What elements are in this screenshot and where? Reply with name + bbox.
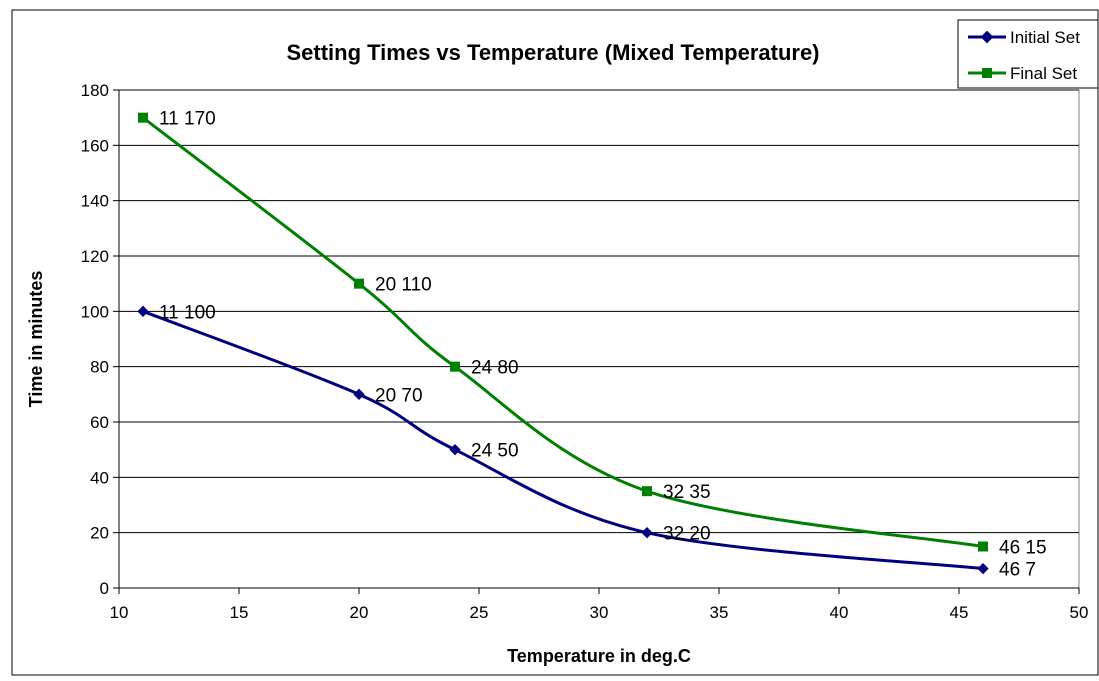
y-tick-label-120: 120 bbox=[81, 247, 109, 266]
point-initial-set-1 bbox=[353, 388, 365, 400]
x-tick-label-30: 30 bbox=[590, 603, 609, 622]
data-label-initial-set-3: 32 20 bbox=[663, 524, 711, 545]
legend-label-initial-set: Initial Set bbox=[1010, 28, 1080, 47]
y-tick-label-80: 80 bbox=[90, 358, 109, 377]
x-axis-title: Temperature in deg.C bbox=[507, 646, 691, 666]
y-tick-label-180: 180 bbox=[81, 81, 109, 100]
x-tick-label-15: 15 bbox=[230, 603, 249, 622]
x-tick-label-25: 25 bbox=[470, 603, 489, 622]
data-label-initial-set-2: 24 50 bbox=[471, 441, 519, 462]
x-tick-label-50: 50 bbox=[1070, 603, 1089, 622]
data-label-final-set-4: 46 15 bbox=[999, 538, 1047, 559]
legend-marker-final-set bbox=[982, 68, 992, 78]
series-line-final-set bbox=[142, 116, 984, 548]
point-initial-set-3 bbox=[641, 527, 653, 539]
chart-title: Setting Times vs Temperature (Mixed Temp… bbox=[286, 40, 819, 65]
point-initial-set-2 bbox=[449, 444, 461, 456]
x-tick-label-40: 40 bbox=[830, 603, 849, 622]
data-label-final-set-1: 20 110 bbox=[375, 275, 432, 296]
legend-item-final-set: Final Set bbox=[968, 64, 1077, 83]
x-tick-label-45: 45 bbox=[950, 603, 969, 622]
data-label-initial-set-1: 20 70 bbox=[375, 385, 423, 406]
point-final-set-2 bbox=[450, 361, 460, 372]
x-tick-label-20: 20 bbox=[350, 603, 369, 622]
legend: Initial Set Final Set bbox=[957, 19, 1099, 89]
y-tick-label-160: 160 bbox=[81, 136, 109, 155]
y-tick-label-0: 0 bbox=[100, 579, 109, 598]
x-tick-label-10: 10 bbox=[110, 603, 129, 622]
y-tick-label-140: 140 bbox=[81, 192, 109, 211]
x-tick-label-35: 35 bbox=[710, 603, 729, 622]
data-labels: 11 100 20 70 24 50 32 20 46 7 11 170 20 110 24 … bbox=[159, 109, 1047, 581]
data-label-initial-set-4: 46 7 bbox=[999, 560, 1036, 581]
axes: 0 20 40 60 80 100 120 140 160 180 10 15 20 25 30 35 40 45… bbox=[81, 81, 1089, 622]
plot-area bbox=[118, 89, 1080, 589]
point-initial-set-4 bbox=[977, 562, 989, 575]
y-tick-label-100: 100 bbox=[81, 302, 109, 321]
legend-box bbox=[957, 19, 1099, 89]
y-tick-label-60: 60 bbox=[90, 413, 109, 432]
gridlines bbox=[119, 89, 1079, 534]
data-label-final-set-0: 11 170 bbox=[159, 109, 216, 130]
y-axis-title: Time in minutes bbox=[26, 271, 46, 408]
point-final-set-4 bbox=[978, 541, 988, 552]
data-label-initial-set-0: 11 100 bbox=[159, 302, 216, 323]
point-final-set-1 bbox=[354, 278, 364, 289]
legend-label-final-set: Final Set bbox=[1010, 64, 1077, 83]
series-markers bbox=[137, 112, 989, 575]
data-label-final-set-2: 24 80 bbox=[471, 358, 519, 379]
y-tick-label-20: 20 bbox=[90, 524, 109, 543]
legend-item-initial-set: Initial Set bbox=[968, 28, 1080, 47]
series-lines bbox=[142, 116, 984, 571]
series-line-initial-set bbox=[142, 309, 984, 571]
data-label-final-set-3: 32 35 bbox=[663, 482, 711, 503]
point-initial-set-0 bbox=[137, 305, 149, 317]
point-final-set-0 bbox=[138, 112, 148, 123]
point-final-set-3 bbox=[642, 486, 652, 497]
y-tick-label-40: 40 bbox=[90, 468, 109, 487]
